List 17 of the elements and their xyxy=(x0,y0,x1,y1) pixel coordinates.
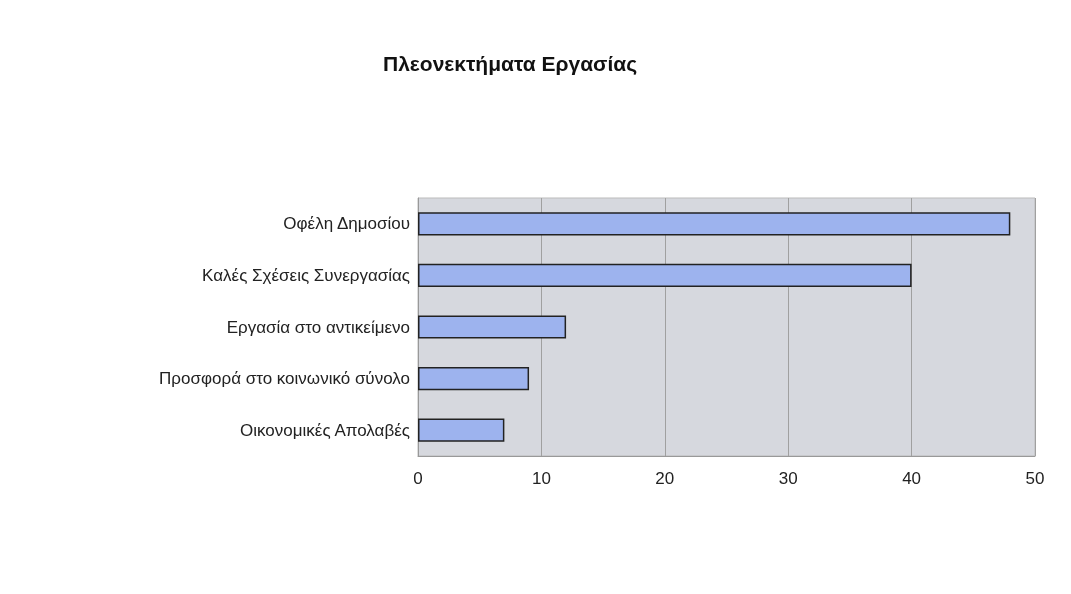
bar xyxy=(418,263,912,288)
bar xyxy=(418,212,1011,236)
x-tick-label: 0 xyxy=(413,469,423,488)
x-tick-label: 10 xyxy=(531,469,551,488)
chart-title: Πλεονεκτήματα Εργασίας xyxy=(383,52,638,76)
x-tick-label: 30 xyxy=(778,469,798,488)
x-tick-label: 40 xyxy=(902,469,922,488)
bar xyxy=(418,366,530,391)
x-tick-label: 50 xyxy=(1025,469,1045,488)
y-tick-label: Εργασία στο αντικείμενο xyxy=(226,317,410,337)
x-tick-label: 20 xyxy=(655,469,675,488)
bar xyxy=(418,315,567,339)
y-tick-label: Προσφορά στο κοινωνικό σύνολο xyxy=(159,369,410,389)
bar xyxy=(418,418,505,442)
y-tick-label: Οφέλη Δημοσίου xyxy=(283,214,410,234)
y-tick-label: Καλές Σχέσεις Συνεργασίας xyxy=(202,265,410,285)
y-tick-label: Οικονομικές Απολαβές xyxy=(240,420,410,440)
